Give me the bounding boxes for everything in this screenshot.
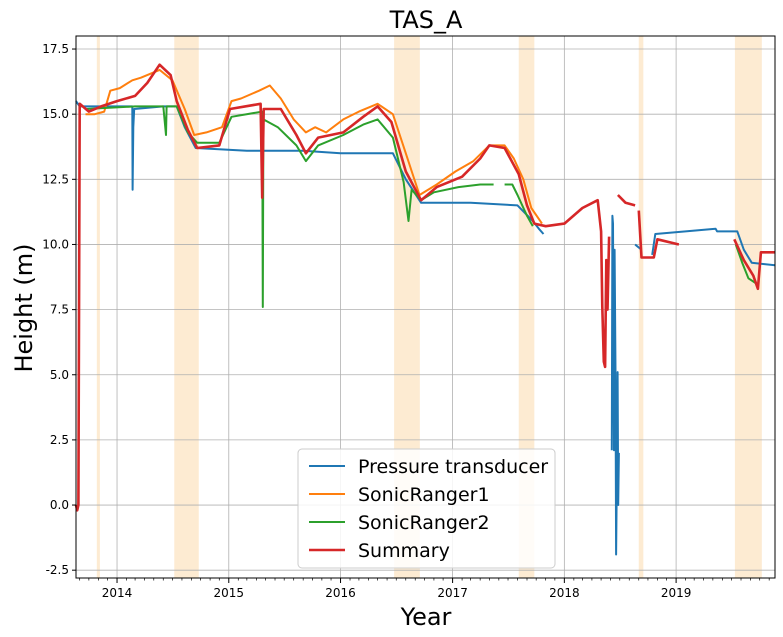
series-line-summary bbox=[616, 194, 636, 207]
shaded-period-5 bbox=[734, 36, 762, 578]
y-tick-label: 2.5 bbox=[50, 433, 69, 447]
plot-frame bbox=[75, 35, 776, 579]
y-tick-label: 5.0 bbox=[50, 368, 69, 382]
x-tick-label: 2016 bbox=[325, 586, 356, 600]
y-tick-label: -2.5 bbox=[46, 563, 69, 577]
x-axis-label: Year bbox=[400, 603, 452, 631]
x-tick-label: 2014 bbox=[102, 586, 133, 600]
x-tick-label: 2018 bbox=[549, 586, 580, 600]
shaded-period-0 bbox=[96, 36, 100, 578]
y-tick-label: 10.0 bbox=[42, 237, 69, 251]
series-line-summary bbox=[637, 210, 680, 259]
series-line-summary bbox=[733, 238, 775, 291]
legend: Pressure transducer SonicRanger1 SonicRang… bbox=[297, 448, 556, 569]
legend-label-pressure-transducer: Pressure transducer bbox=[358, 456, 548, 478]
y-tick-label: 7.5 bbox=[50, 303, 69, 317]
x-tick-label: 2017 bbox=[437, 586, 468, 600]
series-line-pressure-transducer bbox=[75, 100, 545, 235]
series-line-pressure-transducer bbox=[651, 227, 776, 267]
shaded-period-4 bbox=[638, 36, 644, 578]
series-line-sonicranger1 bbox=[85, 68, 543, 225]
y-axis-ticks: -2.5 0.0 2.5 5.0 7.5 10.0 12.5 15.0 17.5 bbox=[42, 42, 76, 577]
legend-label-sonicranger1: SonicRanger1 bbox=[358, 484, 490, 506]
shaded-period-1 bbox=[174, 36, 199, 578]
series-line-summary bbox=[74, 63, 611, 512]
y-tick-label: 12.5 bbox=[42, 172, 69, 186]
x-tick-label: 2019 bbox=[661, 586, 692, 600]
shaded-period-3 bbox=[518, 36, 535, 578]
series-lines bbox=[74, 63, 776, 556]
y-tick-label: 15.0 bbox=[42, 107, 69, 121]
x-axis-ticks: 2014 2015 2016 2017 2018 2019 bbox=[79, 578, 770, 600]
x-tick-label: 2015 bbox=[214, 586, 245, 600]
y-tick-label: 17.5 bbox=[42, 42, 69, 56]
series-sonicranger2 bbox=[85, 105, 757, 308]
legend-box bbox=[297, 448, 556, 569]
legend-label-summary: Summary bbox=[358, 540, 450, 562]
legend-label-sonicranger2: SonicRanger2 bbox=[358, 512, 490, 534]
series-summary bbox=[74, 63, 775, 512]
series-line-sonicranger2 bbox=[85, 105, 494, 308]
series-line-sonicranger2 bbox=[504, 183, 534, 227]
series-pressure-transducer bbox=[75, 100, 776, 556]
y-tick-label: 0.0 bbox=[50, 498, 69, 512]
series-line-sonicranger2 bbox=[734, 244, 757, 285]
y-axis-label: Height (m) bbox=[10, 243, 38, 372]
series-sonicranger1 bbox=[85, 68, 543, 225]
chart-title: TAS_A bbox=[389, 6, 463, 34]
series-line-pressure-transducer bbox=[610, 214, 620, 556]
